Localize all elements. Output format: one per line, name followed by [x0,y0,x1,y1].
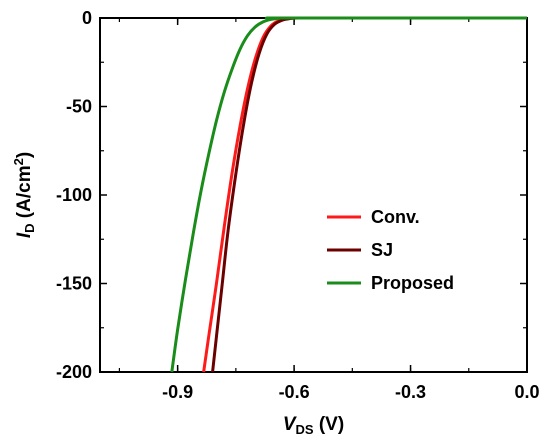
y-tick-label: -50 [66,97,92,117]
x-axis-label: VDS (V) [283,414,344,437]
x-tick-label: -0.9 [162,382,193,402]
series-line-sj [211,16,527,373]
y-tick-label: -150 [56,274,92,294]
series-line-conv [202,16,528,373]
series-line-proposed [170,16,528,373]
y-tick-label: 0 [82,8,92,28]
legend-label: SJ [371,240,393,260]
y-tick-label: -100 [56,185,92,205]
legend-label: Conv. [371,207,420,227]
x-tick-label: 0.0 [514,382,539,402]
x-tick-label: -0.6 [279,382,310,402]
y-tick-label: -200 [56,362,92,382]
y-axis-label: ID (A/cm2) [11,152,37,238]
plot-frame [99,17,528,373]
legend-label: Proposed [371,273,454,293]
x-tick-label: -0.3 [395,382,426,402]
